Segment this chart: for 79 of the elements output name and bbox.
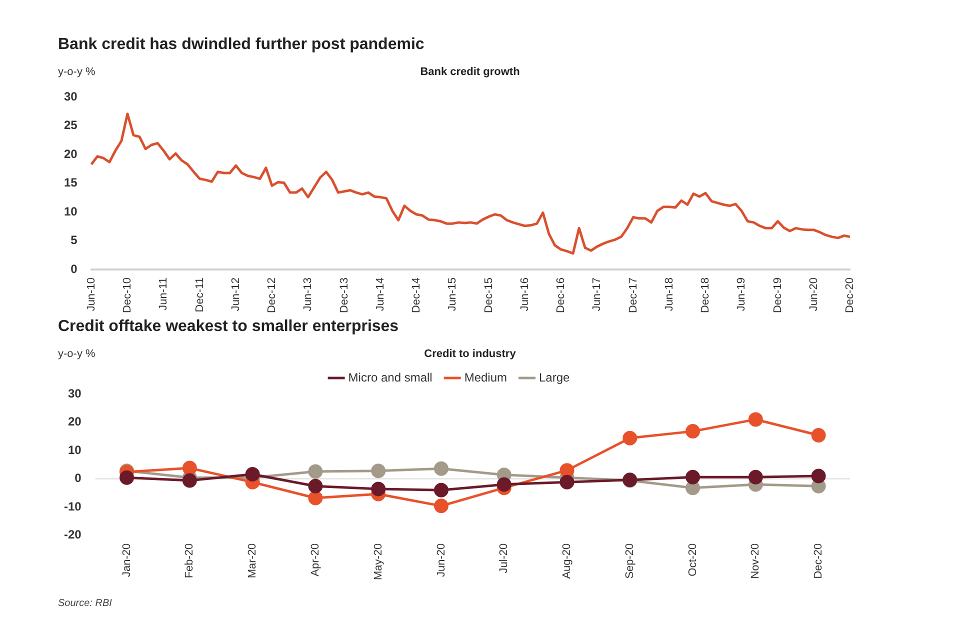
x-tick-label: Dec-20	[844, 278, 856, 314]
y-tick-label: 10	[68, 442, 82, 457]
x-tick-label: Dec-15	[482, 278, 495, 314]
x-tick-label: Jun-15	[446, 278, 459, 312]
point	[434, 461, 448, 476]
point	[434, 498, 448, 514]
x-tick-label: Dec-18	[700, 278, 712, 314]
x-tick-label: Mar-20	[246, 543, 259, 578]
point	[811, 428, 826, 443]
x-tick-label: Jun-19	[736, 278, 748, 312]
point	[434, 482, 448, 498]
x-tick-label: Jun-18	[663, 278, 676, 312]
legend-label: Large	[539, 370, 570, 384]
point	[182, 460, 197, 476]
point	[308, 464, 323, 479]
x-tick-label: Dec-16	[555, 278, 568, 314]
y-tick-label: -20	[64, 528, 82, 542]
point	[560, 474, 574, 490]
x-tick-label: Dec-12	[266, 278, 278, 314]
y-tick-label: -10	[64, 499, 82, 514]
chart-title: Credit offtake weakest to smaller enterprises	[58, 318, 399, 336]
point	[811, 468, 826, 484]
point	[686, 470, 700, 484]
point	[560, 463, 574, 478]
x-tick-label: Dec-17	[627, 278, 640, 314]
x-tick-label: Apr-20	[309, 543, 322, 576]
point	[308, 478, 323, 494]
point	[120, 470, 134, 485]
x-tick-label: Dec-19	[772, 278, 784, 314]
legend-label: Micro and small	[348, 370, 432, 384]
x-tick-label: Jul-20	[498, 543, 510, 574]
x-tick-label: Jun-20	[435, 543, 448, 577]
chart-subtitle: Credit to industry	[424, 348, 516, 360]
x-tick-label: Jun-17	[591, 278, 604, 312]
x-tick-label: Dec-13	[338, 278, 350, 314]
x-tick-label: Dec-10	[122, 278, 134, 314]
x-tick-label: Sep-20	[624, 543, 636, 579]
point	[496, 477, 512, 492]
y-tick-label: 20	[68, 414, 82, 429]
x-tick-label: Jun-12	[230, 278, 242, 312]
y-axis-title: y-o-y %	[58, 348, 96, 360]
point	[308, 490, 323, 506]
y-tick-label: 10	[64, 204, 78, 218]
x-tick-label: Jun-10	[85, 278, 98, 312]
point	[182, 473, 197, 488]
chart-title: Bank credit has dwindled further post pandemic	[58, 36, 424, 54]
y-tick-label: 5	[70, 233, 78, 248]
x-tick-label: Feb-20	[184, 543, 196, 578]
point	[622, 430, 638, 446]
y-tick-label: 0	[74, 471, 82, 486]
point	[371, 464, 386, 478]
chart-subtitle: Bank credit growth	[420, 66, 520, 78]
y-tick-label: 30	[64, 90, 78, 104]
x-tick-label: Dec-14	[410, 278, 423, 314]
x-tick-label: Jun-16	[518, 278, 531, 312]
x-tick-label: Dec-11	[194, 278, 206, 312]
x-tick-label: Jan-20	[120, 543, 133, 577]
point	[371, 482, 386, 496]
x-tick-label: Jun-11	[158, 278, 170, 310]
legend-label: Medium	[464, 370, 508, 384]
x-tick-label: Oct-20	[686, 543, 699, 576]
x-tick-label: May-20	[372, 543, 384, 580]
x-tick-label: Jun-13	[302, 278, 314, 312]
y-tick-label: 20	[64, 146, 78, 161]
x-tick-label: Dec-20	[812, 543, 825, 579]
x-tick-label: Jun-20	[808, 278, 820, 312]
x-tick-label: Jun-14	[374, 278, 386, 312]
x-tick-label: Aug-20	[561, 543, 574, 579]
point	[748, 470, 763, 484]
y-tick-label: 25	[64, 118, 78, 132]
y-tick-label: 15	[64, 176, 78, 190]
x-tick-label: Nov-20	[750, 543, 762, 579]
y-tick-label: 30	[68, 386, 82, 400]
y-tick-label: 0	[70, 262, 78, 276]
y-axis-title: y-o-y %	[58, 66, 96, 78]
source-note: Source: RBI	[58, 598, 112, 609]
point	[686, 424, 700, 439]
point	[245, 467, 260, 482]
point	[748, 412, 763, 427]
